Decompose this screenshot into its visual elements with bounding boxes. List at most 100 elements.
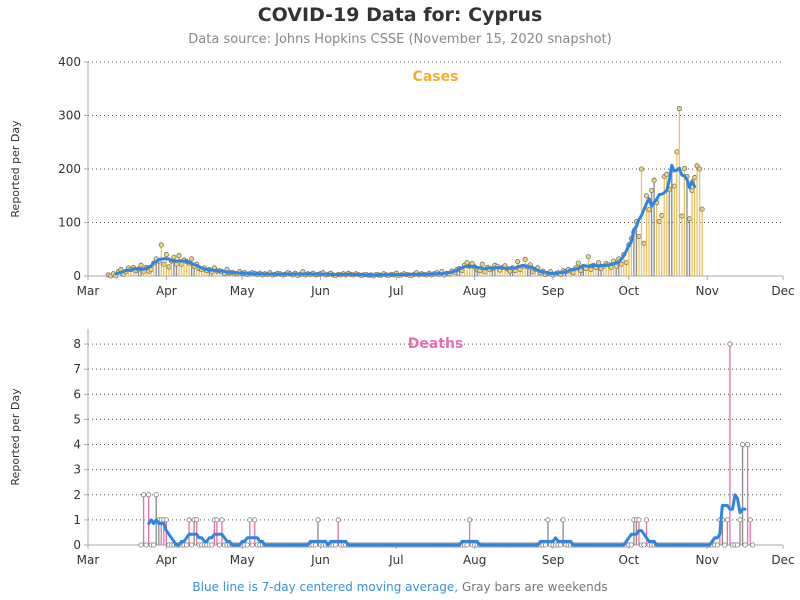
data-point <box>244 542 250 548</box>
data-point <box>727 341 733 347</box>
data-point <box>643 193 650 199</box>
data-point <box>194 517 200 523</box>
panel-label: Deaths <box>408 336 464 352</box>
x-tick-label: Oct <box>618 284 639 298</box>
x-tick-label: Dec <box>771 553 794 567</box>
data-point <box>656 218 662 224</box>
data-point <box>143 542 149 548</box>
x-tick-label: Mar <box>77 284 100 298</box>
data-point <box>315 517 321 523</box>
x-tick-label: May <box>230 553 255 567</box>
data-point <box>247 517 253 523</box>
x-tick-label: Jul <box>388 553 403 567</box>
data-point <box>750 542 756 548</box>
x-tick-label: Oct <box>618 553 639 567</box>
x-tick-label: May <box>230 284 255 298</box>
data-point <box>643 517 650 523</box>
data-point <box>189 542 195 548</box>
x-tick-label: Jun <box>310 284 330 298</box>
data-point <box>636 233 642 239</box>
data-point <box>714 542 720 548</box>
data-point <box>659 212 665 219</box>
data-point <box>153 492 159 498</box>
data-point <box>219 517 225 523</box>
data-point <box>740 441 746 448</box>
x-tick-label: Apr <box>156 553 177 567</box>
data-point <box>722 542 728 548</box>
data-point <box>747 517 753 523</box>
data-point <box>312 542 319 548</box>
data-point <box>186 517 192 523</box>
data-point <box>522 256 528 262</box>
data-point <box>184 542 190 548</box>
data-point <box>560 517 566 523</box>
data-point <box>151 542 157 548</box>
data-point <box>638 166 645 172</box>
data-point <box>138 542 144 548</box>
data-point <box>588 267 594 273</box>
data-point <box>166 264 172 270</box>
data-point <box>545 517 551 523</box>
data-point <box>464 542 470 548</box>
y-tick-label: 2 <box>73 488 81 502</box>
x-tick-label: Apr <box>156 284 177 298</box>
y-tick-label: 5 <box>73 412 81 426</box>
y-tick-label: 100 <box>58 216 81 230</box>
y-tick-label: 400 <box>58 55 81 69</box>
y-tick-label: 7 <box>73 362 81 376</box>
data-point <box>641 542 647 548</box>
y-tick-label: 1 <box>73 513 81 527</box>
y-tick-label: 0 <box>73 538 81 552</box>
panel-label: Cases <box>413 69 459 85</box>
data-point <box>636 517 642 523</box>
data-point <box>214 517 220 523</box>
data-point <box>699 206 705 212</box>
footnote-weekends: Gray bars are weekends <box>461 580 608 594</box>
panel-cases: 0 100 200 300 400 Mar Apr May Jun Jul Aug Sep Oct Nov… <box>9 55 795 298</box>
data-point <box>623 260 629 266</box>
x-tick-label: Jul <box>388 284 403 298</box>
data-point <box>570 270 576 276</box>
x-tick-label: Nov <box>695 553 718 567</box>
x-tick-label: Aug <box>463 553 486 567</box>
data-point <box>649 187 655 193</box>
y-tick-label: 3 <box>73 463 81 477</box>
data-point <box>575 260 581 266</box>
moving-average-line <box>147 493 747 547</box>
data-point <box>333 542 339 548</box>
data-point <box>641 240 647 246</box>
x-tick-label: Dec <box>771 284 794 298</box>
data-point <box>158 242 164 248</box>
y-axis-label: Reported per Day <box>9 120 22 218</box>
data-point <box>467 517 473 523</box>
x-tick-label: Mar <box>77 553 100 567</box>
data-point <box>558 542 564 548</box>
data-point <box>724 517 730 523</box>
x-tick-label: Sep <box>542 284 565 298</box>
x-tick-label: Nov <box>695 284 718 298</box>
data-point <box>249 542 255 548</box>
data-point <box>216 542 222 548</box>
data-point <box>734 542 741 548</box>
y-tick-label: 300 <box>58 109 81 123</box>
data-point <box>689 187 695 193</box>
data-point <box>742 542 748 548</box>
data-point <box>651 177 657 183</box>
moving-average-line <box>114 163 696 277</box>
x-tick-label: Jun <box>310 553 330 567</box>
data-point <box>737 517 743 523</box>
data-point <box>686 216 693 222</box>
data-point <box>479 261 485 267</box>
data-point <box>178 261 185 267</box>
data-point <box>664 171 670 177</box>
chart-title: COVID-19 Data for: Cyprus <box>257 4 543 26</box>
data-point <box>585 254 591 260</box>
data-point <box>671 183 677 189</box>
y-tick-label: 200 <box>58 162 81 176</box>
y-tick-label: 0 <box>73 269 81 283</box>
data-point <box>681 165 687 172</box>
data-point <box>141 492 147 498</box>
y-axis-label: Reported per Day <box>9 388 22 486</box>
data-point <box>146 492 152 498</box>
